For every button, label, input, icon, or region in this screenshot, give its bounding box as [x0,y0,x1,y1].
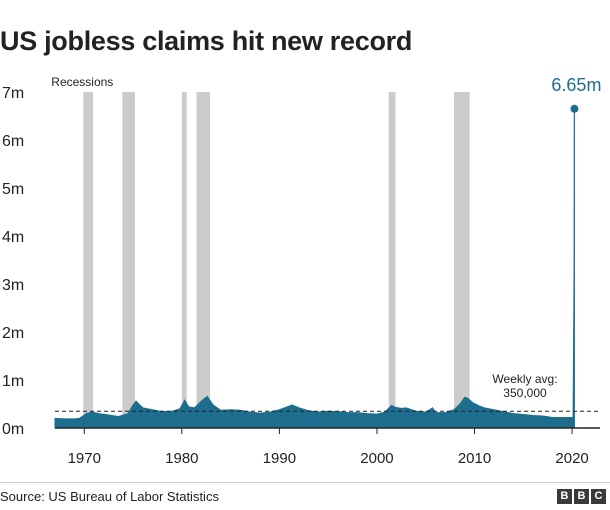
claims-area-series [54,108,575,429]
y-tick-label: 7m [2,85,24,102]
y-tick-label: 2m [2,325,24,342]
y-tick-label: 5m [2,181,24,198]
y-tick-label: 1m [2,373,24,390]
bbc-logo-letter: B [574,489,589,504]
x-tick-label: 1990 [263,450,296,467]
x-tick-label: 2020 [555,450,588,467]
y-tick-label: 6m [2,133,24,150]
chart-title: US jobless claims hit new record [0,26,413,56]
recession-band [83,92,94,428]
y-tick-label: 3m [2,277,24,294]
weekly-avg-value: 350,000 [503,386,547,400]
bbc-logo: B B C [557,489,606,504]
recessions-label: Recessions [51,75,113,89]
recession-band [196,92,211,428]
y-tick-label: 4m [2,229,24,246]
recession-band [181,92,187,428]
x-tick-label: 2000 [360,450,393,467]
x-tick-label: 1970 [68,450,101,467]
peak-label: 6.65m [551,75,601,95]
peak-marker [570,104,579,113]
x-tick-label: 1980 [165,450,198,467]
recession-bands [83,92,470,428]
bbc-logo-letter: B [557,489,572,504]
bbc-logo-letter: C [591,489,606,504]
x-tick-label: 2010 [458,450,491,467]
chart-labels: Recessions 6.65m Weekly avg:350,000 [51,75,601,400]
recession-band [388,92,396,428]
axes: 0m 1m 2m 3m 4m 5m 6m 7m 1970 1980 1990 2000 2010 2020 [2,85,600,467]
footer-divider [0,482,610,483]
weekly-avg-label: Weekly avg: [492,372,557,386]
recession-band [454,92,470,428]
jobless-claims-chart: 0m 1m 2m 3m 4m 5m 6m 7m 1970 1980 1990 2000 2010 2020… [2,75,601,467]
recession-band [122,92,136,428]
claims-area [54,108,575,429]
source-note: Source: US Bureau of Labor Statistics [0,489,219,504]
y-tick-label: 0m [2,421,24,438]
